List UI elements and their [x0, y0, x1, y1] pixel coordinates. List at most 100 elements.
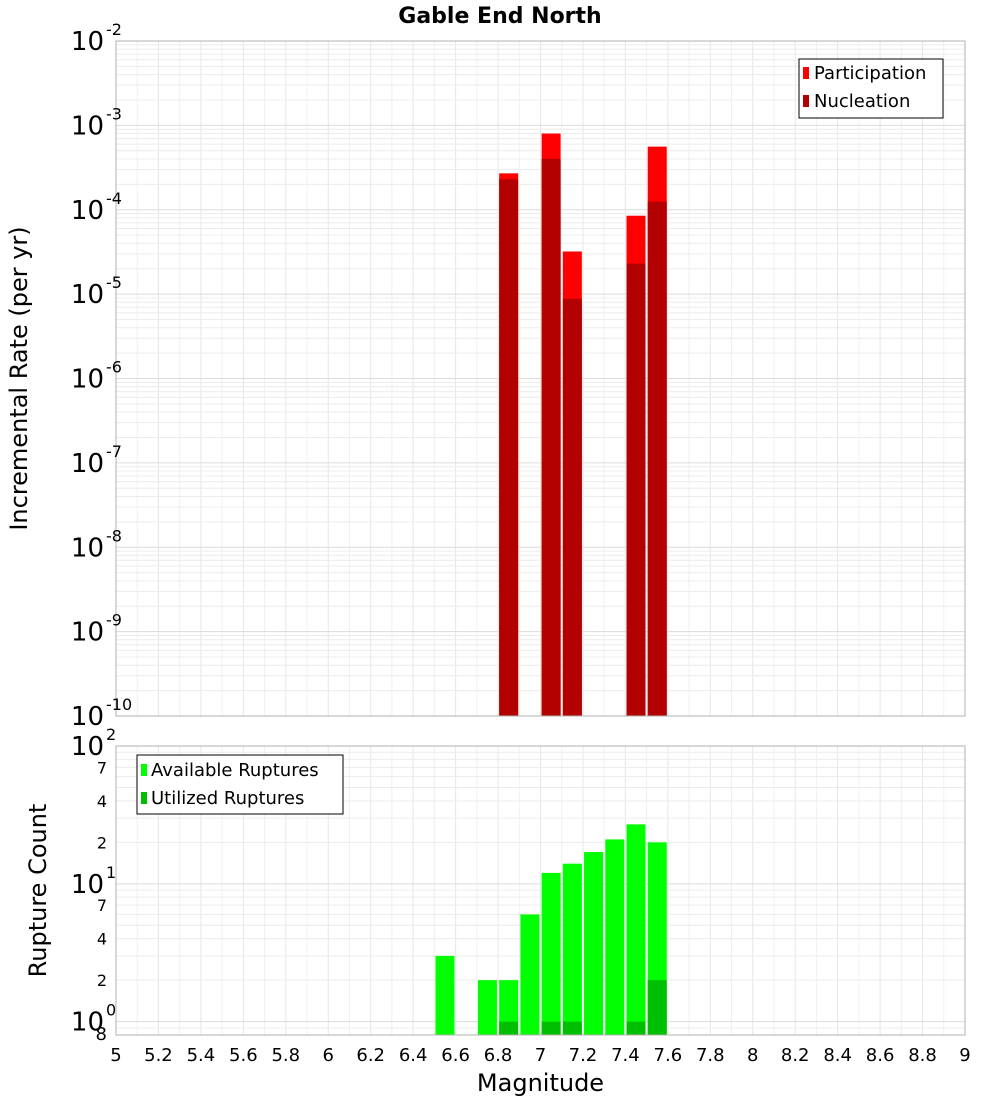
y-tick-label: 10 -4 [71, 189, 122, 226]
y-tick-base: 10 [71, 280, 104, 310]
y-tick-base: 10 [71, 702, 104, 732]
x-tick-label: 8.8 [908, 1045, 937, 1066]
y-minor-tick-label: 7 [97, 758, 107, 777]
y-tick-label: 10 0 [71, 1001, 116, 1038]
y-tick-exponent: 1 [106, 863, 116, 882]
y-minor-tick-label: 2 [97, 833, 107, 852]
x-tick-label: 7.2 [569, 1045, 598, 1066]
available-ruptures-bar [584, 852, 604, 1035]
y-tick-exponent: -8 [106, 526, 122, 545]
x-tick-label: 7.8 [696, 1045, 725, 1066]
x-tick-label: 6.2 [356, 1045, 385, 1066]
x-tick-label: 8.4 [823, 1045, 852, 1066]
top-grid [115, 41, 966, 717]
available-ruptures-bar [477, 980, 497, 1035]
y-tick-exponent: -5 [106, 273, 122, 292]
utilized-ruptures-bar [647, 980, 667, 1035]
y-tick-base: 10 [71, 1008, 104, 1038]
y-tick-base: 10 [71, 111, 104, 141]
legend-swatch [141, 792, 147, 804]
y-tick-label: 10 -3 [71, 104, 122, 141]
y-tick-base: 10 [71, 365, 104, 395]
y-tick-base: 10 [71, 618, 104, 648]
y-tick-exponent: 2 [106, 725, 116, 744]
y-tick-label: 10 -6 [71, 358, 122, 395]
x-tick-label: 5.8 [271, 1045, 300, 1066]
y-tick-exponent: -7 [106, 442, 122, 461]
legend-label: Participation [814, 63, 926, 84]
legend-bottom: Available Ruptures Utilized Ruptures [136, 754, 344, 815]
y-tick-exponent: -4 [106, 189, 122, 208]
y-tick-label: 10 -10 [71, 695, 132, 732]
y-tick-label: 10 1 [71, 863, 116, 900]
y-tick-label: 10 -8 [71, 526, 122, 563]
x-tick-labels: 5 5.2 5.4 5.6 5.8 6 6.2 6.4 6.6 6.8 7 7.2 7.4 7.6 7.8 8… [110, 1045, 970, 1066]
x-tick-label: 7 [535, 1045, 546, 1066]
utilized-ruptures-bar [626, 1021, 646, 1035]
top-plot-border [115, 40, 966, 717]
x-tick-label: 6.8 [484, 1045, 513, 1066]
nucleation-bar [647, 201, 667, 716]
y-tick-label: 10 2 [71, 725, 116, 762]
y-minor-tick-label: 4 [97, 792, 107, 811]
legend-box [136, 754, 344, 815]
y-tick-base: 10 [71, 449, 104, 479]
legend-top: Participation Nucleation [798, 58, 944, 119]
legend-label: Available Ruptures [151, 760, 319, 781]
x-tick-label: 7.6 [654, 1045, 683, 1066]
legend-swatch [803, 67, 809, 79]
y-minor-tick-label: 7 [97, 896, 107, 915]
y-tick-base: 10 [71, 196, 104, 226]
bottom-plot-border [115, 745, 966, 1036]
x-tick-label: 5.4 [187, 1045, 216, 1066]
legend-label: Nucleation [814, 91, 910, 112]
y-tick-exponent: 0 [106, 1001, 116, 1020]
nucleation-bar [499, 179, 519, 716]
y-tick-label: 10 -9 [71, 611, 122, 648]
y-tick-exponent: -9 [106, 611, 122, 630]
x-tick-label: 8.2 [781, 1045, 810, 1066]
y-tick-label: 10 -2 [71, 20, 122, 57]
x-tick-label: 8.6 [866, 1045, 895, 1066]
x-tick-label: 6 [323, 1045, 334, 1066]
y-tick-exponent: -2 [106, 20, 122, 39]
available-ruptures-bar [499, 980, 519, 1035]
available-ruptures-bar [520, 914, 540, 1035]
legend-swatch [803, 95, 809, 107]
y-tick-exponent: -10 [106, 695, 132, 714]
x-tick-label: 6.6 [441, 1045, 470, 1066]
y-tick-base: 10 [71, 732, 104, 762]
available-ruptures-bar [435, 955, 455, 1035]
top-bars [499, 133, 667, 717]
available-ruptures-bar [562, 863, 582, 1035]
x-tick-label: 9 [959, 1045, 970, 1066]
legend-label: Utilized Ruptures [151, 788, 304, 809]
x-axis-label: Magnitude [477, 1069, 604, 1097]
x-tick-label: 5.2 [144, 1045, 173, 1066]
nucleation-bar [562, 298, 582, 716]
y-tick-base: 10 [71, 27, 104, 57]
legend-box [798, 58, 944, 119]
available-ruptures-bar [605, 839, 625, 1035]
legend-swatch [141, 764, 147, 776]
y-minor-tick-label: 2 [97, 971, 107, 990]
y-tick-label: 10 -7 [71, 442, 122, 479]
bottom-bars [435, 824, 667, 1035]
y-minor-tick-label: 8 [96, 1024, 107, 1045]
available-ruptures-bar [626, 824, 646, 1035]
utilized-ruptures-bar [499, 1021, 519, 1035]
utilized-ruptures-bar [562, 1021, 582, 1035]
y-axis-label-bottom: Rupture Count [24, 804, 52, 978]
y-minor-tick-label: 4 [97, 930, 107, 949]
utilized-ruptures-bar [541, 1021, 561, 1035]
y-tick-exponent: -3 [106, 104, 122, 123]
y-tick-exponent: -6 [106, 358, 122, 377]
x-tick-label: 5.6 [229, 1045, 258, 1066]
x-tick-label: 5 [110, 1045, 121, 1066]
y-tick-base: 10 [71, 870, 104, 900]
y-axis-label-top: Incremental Rate (per yr) [5, 226, 33, 530]
nucleation-bar [541, 158, 561, 717]
